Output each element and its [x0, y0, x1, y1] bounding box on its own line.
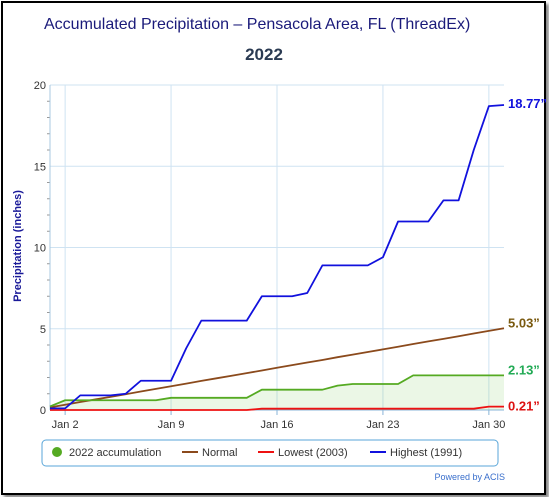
chart-subtitle: 2022 [245, 45, 283, 64]
y-tick-label: 20 [34, 80, 46, 92]
y-tick-label: 15 [34, 161, 46, 173]
series-line-lowest-2003 [50, 405, 504, 411]
end-label: 0.21” [508, 399, 540, 414]
credits-link[interactable]: Powered by ACIS [434, 472, 505, 482]
end-label: 5.03” [508, 315, 540, 330]
x-tick-label: Jan 9 [158, 419, 185, 431]
legend-marker [52, 447, 62, 457]
y-tick-label: 10 [34, 243, 46, 255]
series-lines [49, 104, 505, 411]
y-axis-ticks: 0 5 10 15 20 [34, 80, 46, 417]
end-value-labels: 18.77” 5.03” 2.13” 0.21” [508, 96, 547, 414]
legend: 2022 accumulation Normal Lowest (2003) High… [52, 447, 462, 459]
x-tick-label: Jan 23 [366, 419, 399, 431]
legend-item[interactable]: Normal [202, 447, 237, 459]
legend-item[interactable]: Highest (1991) [390, 447, 462, 459]
x-tick-label: Jan 16 [260, 419, 293, 431]
series-line-2022-accumulation [49, 374, 504, 408]
legend-item[interactable]: Lowest (2003) [278, 447, 348, 459]
series-line-highest-1991 [50, 104, 505, 410]
x-tick-label: Jan 2 [52, 419, 79, 431]
y-axis-title: Precipitation (inches) [12, 190, 24, 302]
y-tick-label: 5 [40, 324, 46, 336]
x-axis-ticks: Jan 2 Jan 9 Jan 16 Jan 23 Jan 30 [52, 410, 505, 431]
legend-item[interactable]: 2022 accumulation [69, 447, 161, 459]
chart-title: Accumulated Precipitation – Pensacola Ar… [44, 16, 470, 33]
y-tick-label: 0 [40, 405, 46, 417]
end-label: 2.13” [508, 362, 540, 377]
x-tick-label: Jan 30 [472, 419, 505, 431]
end-label: 18.77” [508, 96, 547, 111]
grid-lines [47, 84, 504, 411]
